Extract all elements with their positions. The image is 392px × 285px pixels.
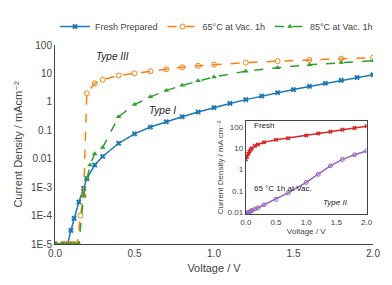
svg-text:0.1: 0.1 (38, 125, 52, 136)
svg-text:2.0: 2.0 (361, 218, 373, 227)
svg-text:1.0: 1.0 (301, 218, 313, 227)
svg-text:1E-5: 1E-5 (31, 239, 53, 250)
svg-text:1.0: 1.0 (207, 248, 221, 259)
svg-text:1: 1 (46, 96, 52, 107)
svg-text:1E-3: 1E-3 (31, 182, 53, 193)
svg-text:Fresh Prepared: Fresh Prepared (95, 22, 158, 32)
svg-text:Type I: Type I (149, 105, 176, 116)
svg-text:Voltage / V: Voltage / V (187, 262, 241, 274)
svg-text:Current Density / mA cm⁻²: Current Density / mA cm⁻² (216, 120, 225, 214)
svg-text:Type III: Type III (96, 51, 129, 62)
svg-text:10: 10 (41, 68, 53, 79)
svg-text:0.01: 0.01 (33, 153, 53, 164)
svg-text:0.5: 0.5 (270, 218, 282, 227)
svg-text:10: 10 (234, 144, 243, 153)
svg-text:1.5: 1.5 (287, 248, 301, 259)
svg-text:Fresh: Fresh (254, 121, 274, 130)
svg-text:85°C at Vac. 1h: 85°C at Vac. 1h (310, 22, 372, 32)
svg-text:0.01: 0.01 (228, 208, 244, 217)
svg-text:Voltage / V: Voltage / V (287, 227, 326, 236)
svg-text:100: 100 (35, 40, 52, 51)
svg-text:100: 100 (230, 123, 244, 132)
svg-text:65 °C 1h at Vac.: 65 °C 1h at Vac. (254, 184, 312, 193)
svg-text:65°C at Vac. 1h: 65°C at Vac. 1h (203, 22, 265, 32)
svg-text:1.5: 1.5 (331, 218, 343, 227)
svg-text:1: 1 (239, 165, 244, 174)
svg-text:2.0: 2.0 (366, 248, 380, 259)
svg-text:0.1: 0.1 (232, 187, 244, 196)
svg-text:1E-4: 1E-4 (31, 210, 53, 221)
svg-text:Type II: Type II (323, 198, 348, 207)
svg-text:0.5: 0.5 (128, 248, 142, 259)
svg-text:0.0: 0.0 (240, 218, 252, 227)
svg-text:Current Density / mAcm⁻²: Current Density / mAcm⁻² (12, 81, 24, 208)
svg-text:0.0: 0.0 (48, 248, 62, 259)
